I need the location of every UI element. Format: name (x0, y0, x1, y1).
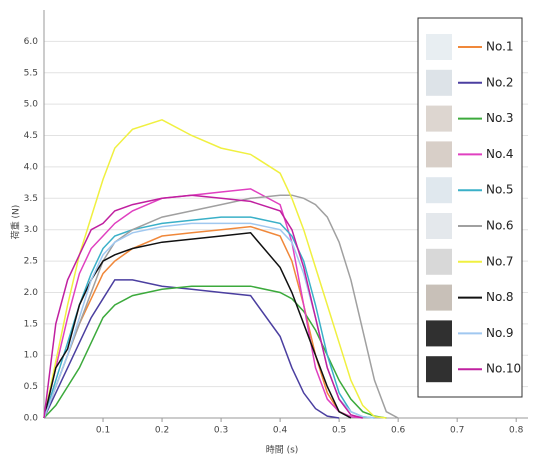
y-tick-label: 0.5 (24, 382, 38, 392)
data-line (43, 232, 352, 419)
x-tick-label: 0.6 (391, 426, 406, 436)
legend-icon (426, 105, 452, 132)
legend-icon (426, 69, 452, 96)
legend-label: No.3 (486, 111, 514, 125)
data-line (43, 194, 363, 419)
y-tick-label: 3.0 (24, 225, 39, 235)
legend-icon (426, 34, 452, 60)
legend-icon (426, 320, 452, 347)
y-tick-label: 4.0 (24, 162, 39, 172)
y-axis-title: 荷重 (N) (10, 205, 22, 240)
data-line (43, 118, 387, 419)
legend-icon (426, 213, 452, 239)
legend-label: No.5 (486, 183, 514, 197)
y-tick-label: 2.0 (24, 288, 39, 298)
legend-label: No.4 (486, 147, 514, 161)
y-tick-label: 0.0 (24, 414, 39, 424)
x-axis-title: 時間 (s) (266, 445, 299, 456)
data-line (43, 194, 399, 419)
legend-icon (426, 141, 452, 168)
legend-icon (426, 356, 452, 383)
legend-label: No.8 (486, 290, 514, 304)
legend-label: No.1 (486, 40, 514, 54)
x-tick-label: 0.1 (96, 426, 110, 436)
y-tick-label: 6.0 (24, 37, 39, 47)
y-tick-label: 2.5 (24, 257, 38, 267)
data-line (43, 225, 352, 419)
x-tick-label: 0.4 (273, 426, 288, 436)
data-line (43, 285, 387, 419)
legend-label: No.7 (486, 254, 514, 268)
x-tick-label: 0.8 (509, 426, 524, 436)
data-line (43, 216, 375, 419)
y-tick-label: 4.5 (24, 131, 38, 141)
x-tick-label: 0.5 (332, 426, 346, 436)
legend-label: No.10 (486, 362, 521, 376)
y-tick-label: 1.5 (24, 319, 38, 329)
legend-label: No.9 (486, 326, 514, 340)
data-line (43, 188, 363, 419)
legend-label: No.6 (486, 219, 514, 233)
y-tick-label: 1.0 (24, 351, 39, 361)
y-tick-label: 3.5 (24, 194, 38, 204)
legend-icon (426, 177, 452, 204)
legend-label: No.2 (486, 75, 514, 89)
x-tick-label: 0.2 (155, 426, 169, 436)
x-tick-label: 0.3 (214, 426, 228, 436)
legend-icon (426, 284, 452, 311)
y-tick-label: 5.0 (24, 100, 39, 110)
x-tick-label: 0.7 (450, 426, 464, 436)
data-line (43, 222, 375, 419)
legend-icon (426, 248, 452, 275)
y-tick-label: 5.5 (24, 68, 38, 78)
